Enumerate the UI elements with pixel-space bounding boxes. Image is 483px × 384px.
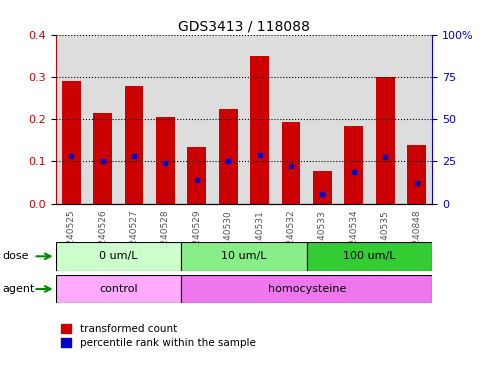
Bar	[376, 77, 395, 204]
Bar	[56, 275, 181, 303]
Legend: transformed count, percentile rank within the sample: transformed count, percentile rank withi…	[61, 324, 256, 348]
Bar	[307, 242, 432, 271]
Text: control: control	[99, 284, 138, 294]
Bar	[219, 109, 238, 204]
Bar	[344, 126, 363, 204]
Bar	[181, 275, 432, 303]
Bar	[125, 86, 143, 204]
Text: homocysteine: homocysteine	[268, 284, 346, 294]
Bar	[250, 56, 269, 204]
Bar	[56, 242, 181, 271]
Bar	[62, 81, 81, 204]
Text: 0 um/L: 0 um/L	[99, 251, 138, 262]
Bar	[313, 170, 332, 204]
Text: agent: agent	[2, 284, 35, 294]
Bar	[282, 122, 300, 204]
Bar	[93, 113, 112, 204]
Bar	[187, 147, 206, 204]
Bar	[407, 145, 426, 204]
Bar	[181, 242, 307, 271]
Text: 10 um/L: 10 um/L	[221, 251, 267, 262]
Title: GDS3413 / 118088: GDS3413 / 118088	[178, 20, 310, 33]
Text: 100 um/L: 100 um/L	[343, 251, 396, 262]
Text: dose: dose	[2, 251, 29, 262]
Bar	[156, 118, 175, 204]
